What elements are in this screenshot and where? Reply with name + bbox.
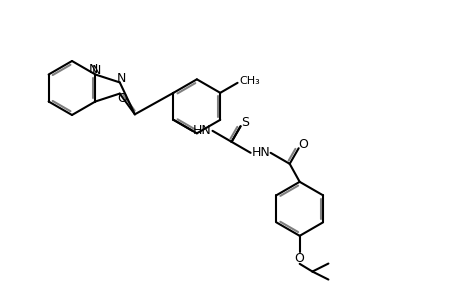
Text: N: N xyxy=(117,72,126,85)
Text: N: N xyxy=(91,64,101,77)
Text: O: O xyxy=(294,252,304,265)
Text: CH₃: CH₃ xyxy=(239,76,259,86)
Text: HN: HN xyxy=(251,146,269,159)
Text: N: N xyxy=(89,63,98,76)
Text: O: O xyxy=(298,138,308,151)
Text: S: S xyxy=(241,116,249,129)
Text: O: O xyxy=(117,92,126,105)
Text: HN: HN xyxy=(193,124,212,137)
